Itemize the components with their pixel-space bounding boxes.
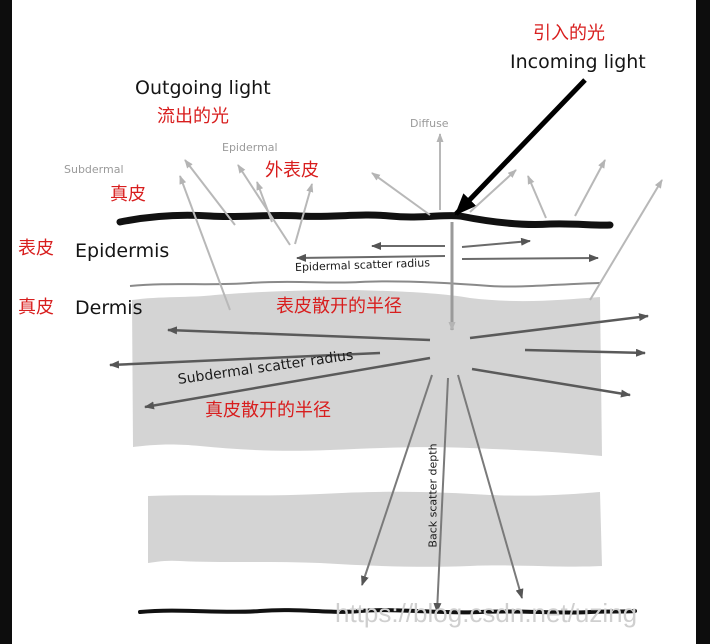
deep-layer — [148, 491, 602, 567]
epidermal-scatter-arrows — [296, 237, 599, 263]
subdermal-scatter-arrows — [109, 313, 649, 410]
subdermal-small-cn-label: 真皮 — [110, 184, 146, 205]
epidermal-small-label: Epidermal — [222, 141, 278, 154]
subdermal-small-label: Subdermal — [64, 163, 124, 176]
diffuse-label: Diffuse — [410, 117, 449, 130]
skin-surface-line — [116, 211, 614, 229]
watermark: https://blog.csdn.net/uzing — [335, 598, 638, 628]
epidermal-scatter-cn-label: 表皮散开的半径 — [276, 296, 402, 317]
epidermis-cn-label: 表皮 — [18, 238, 54, 259]
dermis-label: Dermis — [75, 297, 143, 319]
outgoing-light-label: Outgoing light — [135, 77, 271, 99]
incoming-light-label: Incoming light — [510, 51, 646, 73]
dermis-cn-label: 真皮 — [18, 297, 54, 318]
incoming-light-arrow — [454, 78, 587, 216]
outgoing-light-arrows — [179, 133, 663, 311]
back-scatter-arrows — [361, 374, 524, 613]
outgoing-light-cn-label: 流出的光 — [157, 106, 229, 127]
bottom-boundary-line — [138, 608, 637, 615]
epidermis-label: Epidermis — [75, 240, 170, 262]
epidermis-boundary — [129, 280, 601, 288]
back-scatter-depth-label: Back scatter depth — [426, 443, 440, 548]
incoming-light-cn-label: 引入的光 — [533, 23, 605, 44]
subdermal-scatter-cn-label: 真皮散开的半径 — [205, 400, 331, 421]
dermis-layer — [132, 290, 602, 456]
epidermal-small-cn-label: 外表皮 — [265, 160, 319, 181]
